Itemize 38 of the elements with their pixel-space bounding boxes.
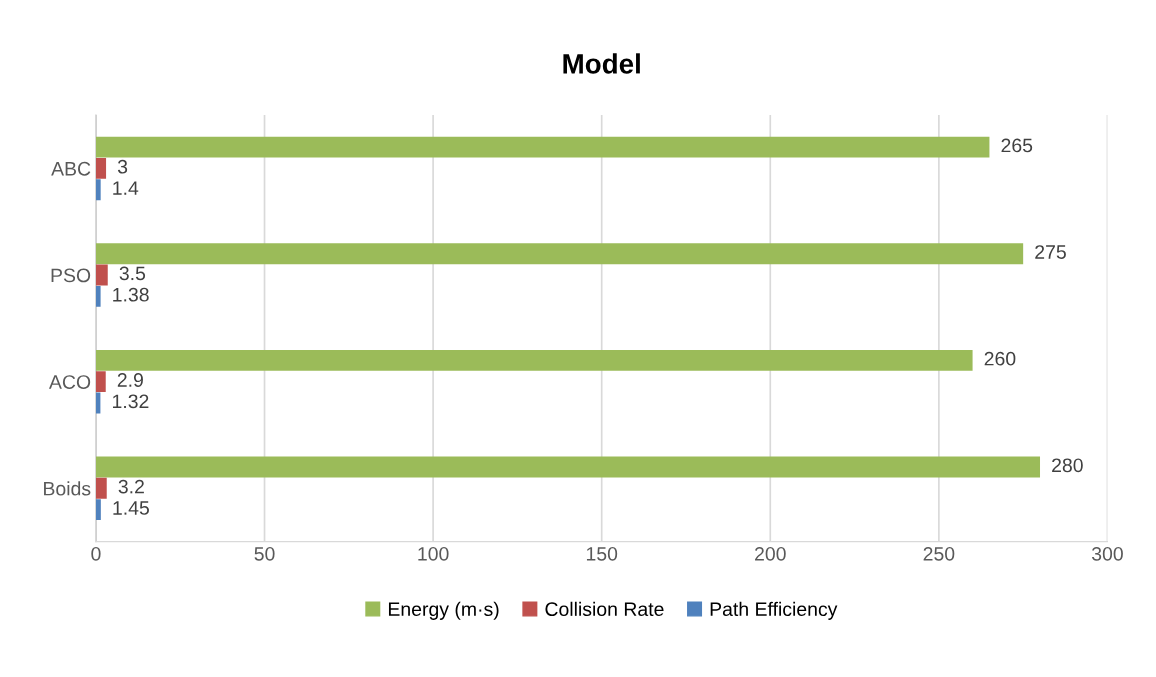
chart-title: Model	[563, 53, 640, 74]
x-tick-label: 50	[254, 546, 275, 561]
x-tick-label: 100	[418, 546, 449, 561]
bar	[95, 264, 108, 286]
data-label: 265	[1001, 138, 1033, 153]
bar	[95, 477, 107, 499]
y-tick-label: PSO	[51, 268, 91, 283]
data-label: 1.32	[112, 394, 149, 409]
x-tick-label: 150	[586, 546, 618, 561]
bar	[95, 157, 107, 179]
bar	[95, 285, 101, 307]
bar	[95, 243, 1024, 265]
bar	[95, 179, 101, 201]
x-tick-label: 200	[755, 546, 786, 561]
bar	[95, 136, 990, 158]
data-label: 280	[1052, 458, 1083, 473]
x-tick-label: 0	[91, 546, 101, 561]
data-label: 3.2	[118, 479, 144, 494]
data-label: 3.5	[119, 266, 146, 281]
legend-label: Path Efficiency	[710, 601, 838, 620]
x-tick-label: 300	[1091, 546, 1123, 561]
data-label: 1.4	[113, 181, 139, 195]
data-label: 275	[1035, 245, 1066, 259]
y-tick-label: ACO	[48, 375, 91, 389]
data-label: 260	[984, 351, 1016, 366]
data-label: 2.9	[117, 373, 143, 387]
bar	[95, 456, 1041, 478]
y-tick-label: Boids	[44, 481, 91, 496]
x-tick-label: 250	[923, 546, 955, 561]
bar	[95, 371, 106, 393]
y-tick-label: ABC	[51, 161, 91, 176]
bar	[95, 349, 973, 371]
bar	[95, 499, 101, 521]
data-label: 1.38	[113, 287, 149, 302]
legend-label: Collision Rate	[545, 601, 664, 617]
legend-label: Energy (m·s)	[388, 601, 499, 620]
data-label: 3	[117, 159, 128, 174]
data-label: 1.45	[113, 501, 149, 515]
